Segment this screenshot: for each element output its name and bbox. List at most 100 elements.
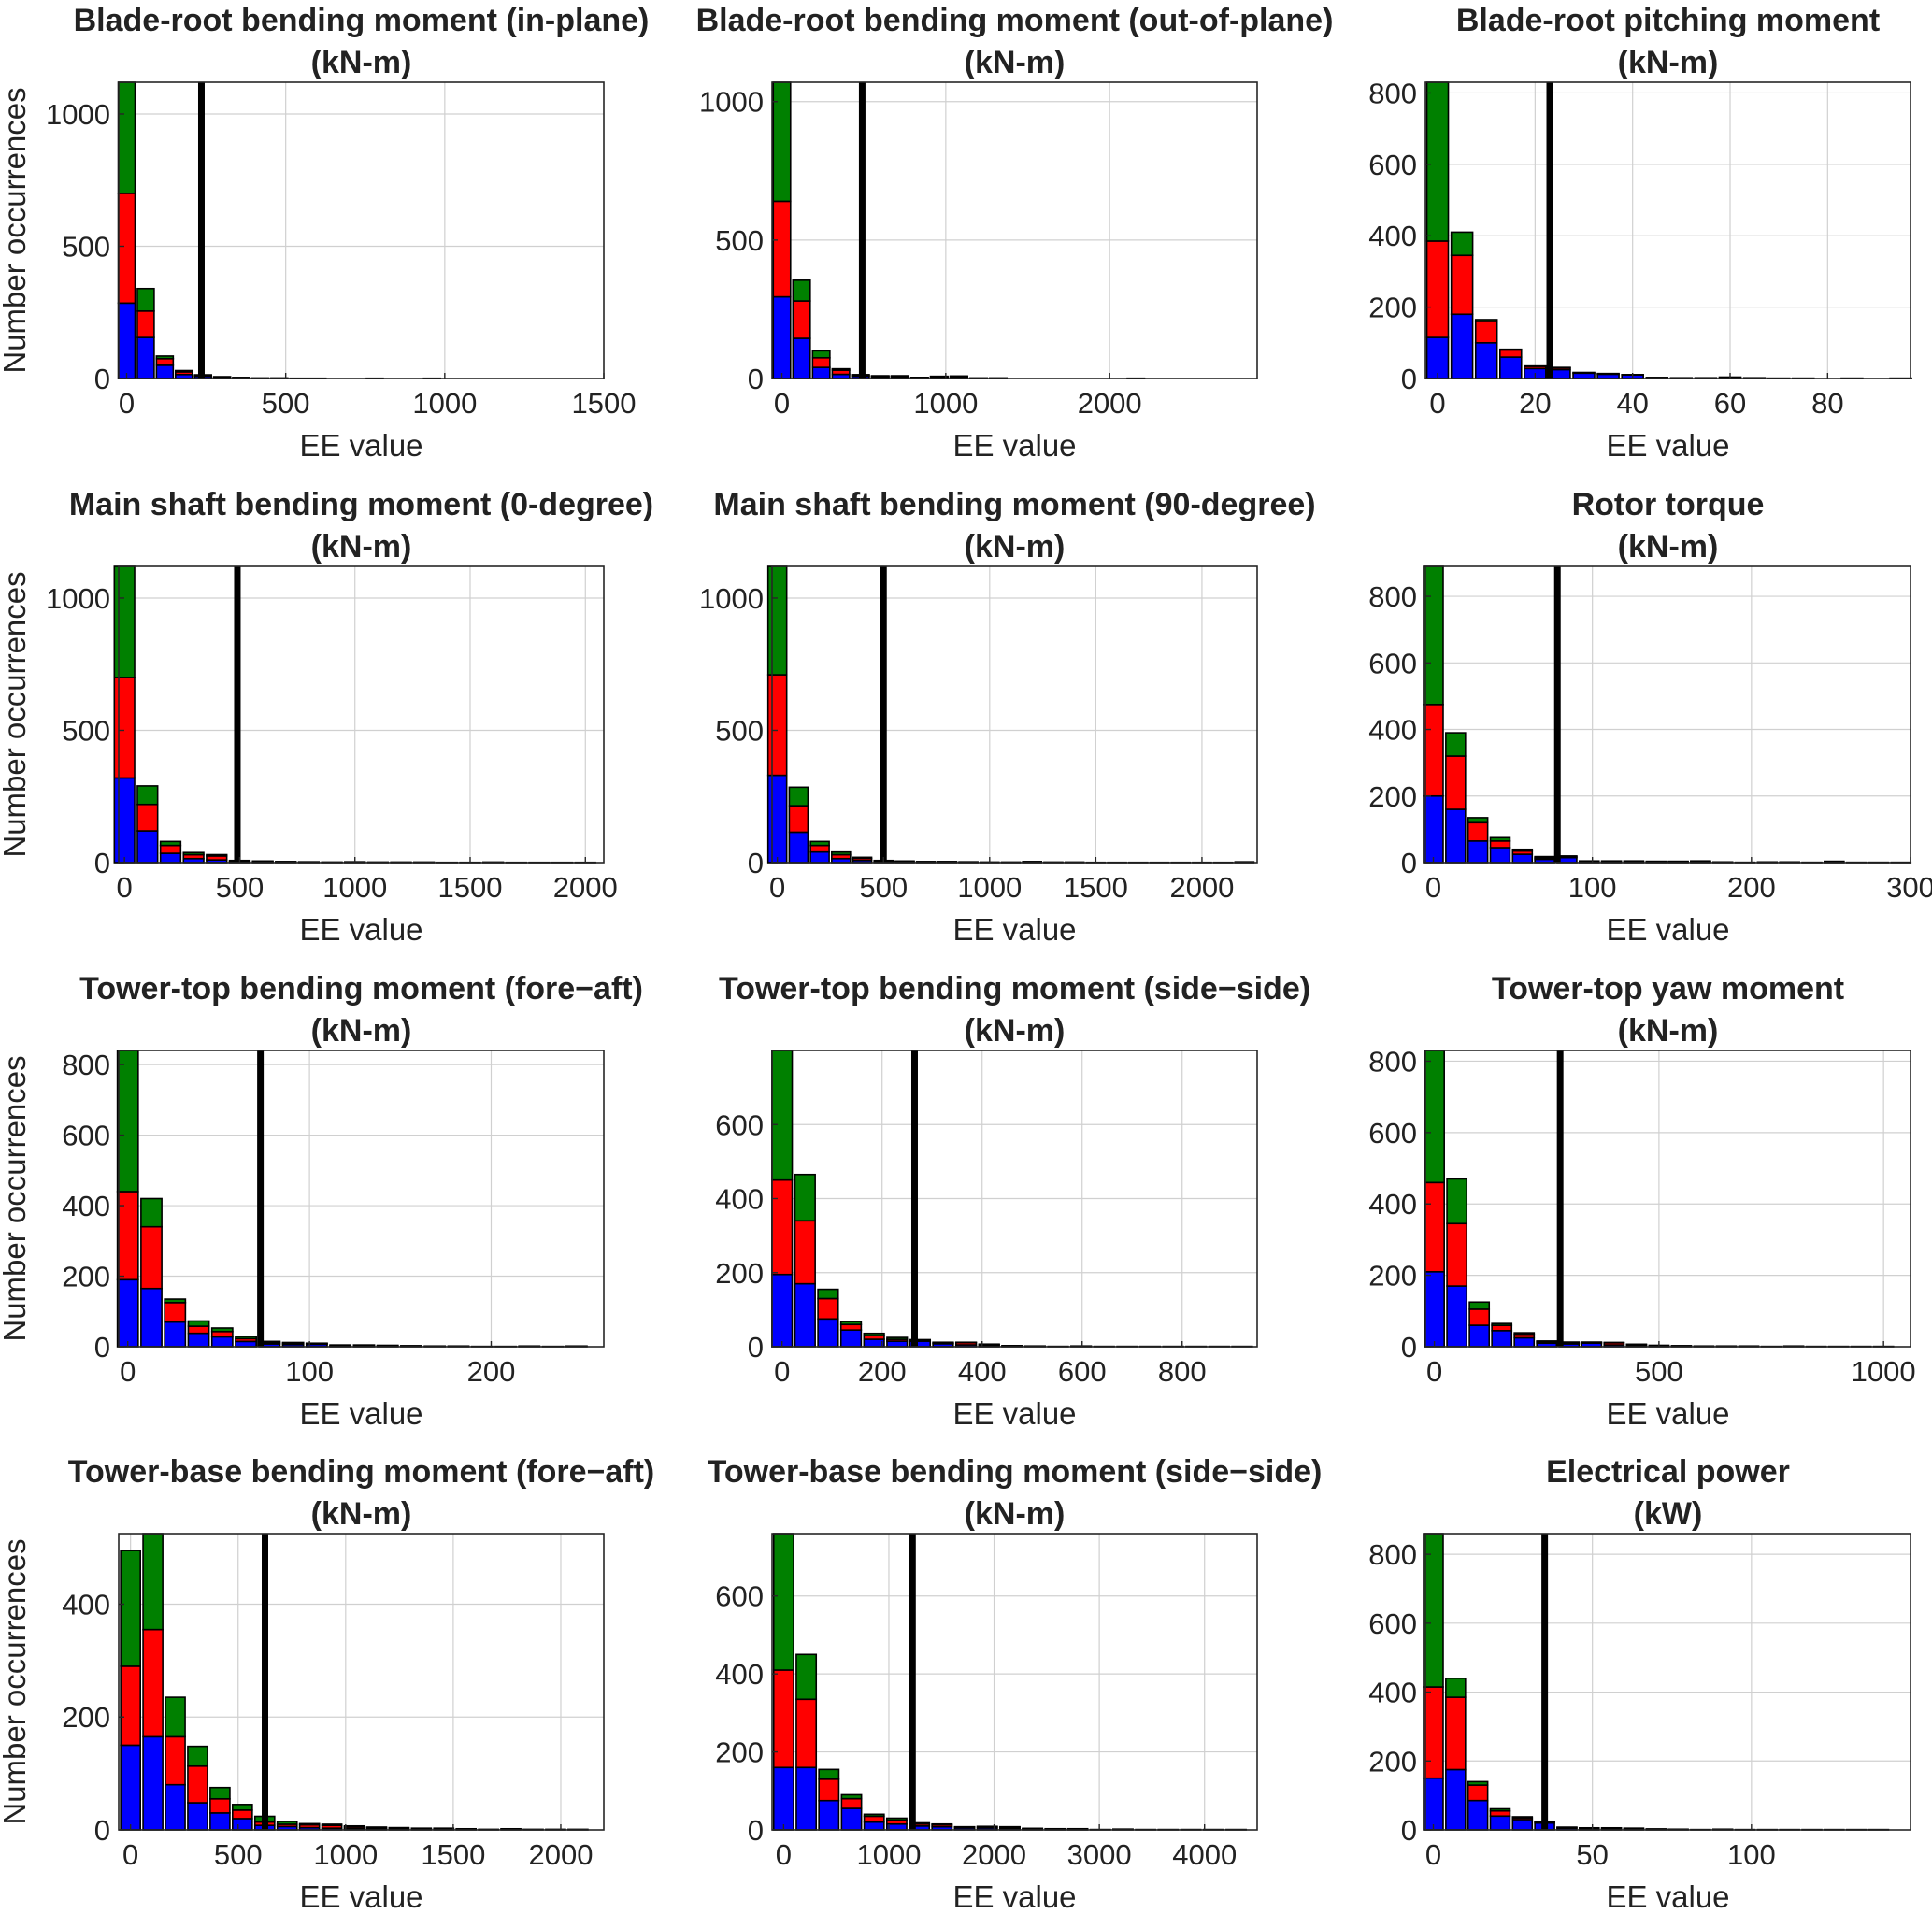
bar-green <box>142 1533 164 1631</box>
subplot-10: 0 500 1000 1500 2000 0 200 400 Tower-base bendin… <box>0 1454 654 1914</box>
bar-red <box>839 1323 863 1331</box>
x-tick-label: 0 <box>1425 1838 1441 1871</box>
plot-area <box>772 566 1257 863</box>
axes-box <box>771 1533 1258 1831</box>
x-tick-label: 1000 <box>313 1838 378 1871</box>
plot-area <box>119 566 604 863</box>
x-tick-label: 0 <box>122 1838 138 1871</box>
bar-red <box>1424 1181 1445 1273</box>
bar-red <box>771 1178 794 1276</box>
y-tick-label: 0 <box>748 847 764 879</box>
y-tick-label: 200 <box>62 1261 110 1293</box>
bar-blue <box>235 1340 257 1348</box>
bar-green <box>187 1745 208 1767</box>
bar-blue <box>772 295 792 379</box>
bar-blue <box>1445 1768 1467 1831</box>
y-tick-label: 0 <box>94 847 110 879</box>
bar-red <box>159 844 182 854</box>
bar-green <box>792 279 811 302</box>
chart-title: Tower-top bending moment (fore−aft) <box>79 971 643 1007</box>
bar-red <box>863 1815 885 1823</box>
bar-green <box>931 1822 953 1826</box>
bar-green <box>113 565 136 678</box>
x-tick-label: 2000 <box>1169 871 1234 904</box>
bar-green <box>321 1823 343 1826</box>
axes-box <box>1424 1533 1911 1831</box>
bar-blue <box>885 1822 908 1831</box>
y-tick-label: 600 <box>715 1580 764 1613</box>
axes-box <box>1424 81 1911 379</box>
y-tick-label: 0 <box>94 1814 110 1847</box>
bar-blue <box>794 1282 816 1348</box>
bar-red <box>120 1665 141 1747</box>
x-tick-label: 0 <box>776 1838 792 1871</box>
bar-green <box>839 1321 863 1326</box>
bar-red <box>795 1698 818 1769</box>
y-tick-label: 400 <box>1368 220 1417 252</box>
bar-red <box>772 1669 794 1769</box>
axes-box <box>1424 565 1911 864</box>
bar-green <box>212 376 232 379</box>
bar-green <box>116 1050 139 1193</box>
bar-red <box>1489 1809 1511 1818</box>
bar-red <box>1467 821 1489 842</box>
chart-title: Tower-top yaw moment <box>1492 971 1844 1007</box>
bar-blue <box>1474 342 1498 379</box>
bar-red <box>817 1297 839 1321</box>
y-tick-label: 500 <box>62 230 110 263</box>
bar-blue <box>210 1336 234 1348</box>
x-tick-label: 0 <box>117 871 133 904</box>
bar-green <box>1489 1807 1511 1812</box>
subplot-5: 0 500 1000 1500 2000 0 500 1000 Main shaft bendi… <box>699 487 1316 947</box>
bar-blue <box>140 1287 163 1348</box>
axes-box <box>771 565 1258 864</box>
bar-green <box>794 1173 816 1222</box>
y-axis-label: Number occurrences <box>0 1055 32 1341</box>
bar-blue <box>840 1807 863 1831</box>
bar-green <box>890 375 909 378</box>
x-tick-label: 1500 <box>438 871 503 904</box>
bar-green <box>772 81 792 203</box>
bar-green <box>863 1813 885 1818</box>
bar-blue <box>1499 356 1523 379</box>
x-axis-label: EE value <box>952 428 1076 463</box>
plot-area <box>772 1534 1257 1830</box>
y-tick-label: 400 <box>715 1183 764 1216</box>
bar-green <box>235 1336 257 1340</box>
bar-green <box>1467 1780 1489 1786</box>
bar-green <box>159 840 182 847</box>
y-tick-label: 400 <box>1368 1188 1417 1221</box>
chart-subtitle: (kN-m) <box>965 45 1066 80</box>
bar-green <box>388 1826 410 1829</box>
bar-blue <box>1513 1336 1536 1348</box>
x-tick-label: 200 <box>467 1355 516 1388</box>
bar-green <box>210 1327 234 1333</box>
y-tick-label: 400 <box>62 1190 110 1222</box>
bar-blue <box>1491 1330 1513 1348</box>
bar-red <box>1491 1324 1513 1332</box>
bar-blue <box>120 1744 141 1831</box>
bar-blue <box>1450 313 1474 379</box>
bar-red <box>136 803 159 832</box>
plot-area <box>1425 1050 1911 1347</box>
subplot-11: 0 1000 2000 3000 4000 0 200 400 600 Tower-base be… <box>708 1454 1323 1914</box>
bar-green <box>886 1336 909 1340</box>
bar-green <box>1534 855 1555 859</box>
x-tick-label: 2000 <box>553 871 618 904</box>
bar-green <box>298 1822 321 1826</box>
bar-green <box>929 375 949 379</box>
bar-blue <box>795 1766 818 1831</box>
bar-green <box>433 1827 455 1830</box>
x-tick-label: 50 <box>1576 1838 1608 1871</box>
bar-red <box>140 1225 163 1290</box>
y-tick-label: 0 <box>748 1331 764 1364</box>
bar-green <box>136 287 155 312</box>
bar-green <box>136 785 159 806</box>
chart-title: Main shaft bending moment (90-degree) <box>713 487 1315 522</box>
bar-green <box>1425 81 1450 242</box>
bar-blue <box>818 1799 840 1831</box>
y-tick-label: 1000 <box>46 98 110 131</box>
bar-blue <box>788 831 809 864</box>
bar-green <box>852 856 873 860</box>
